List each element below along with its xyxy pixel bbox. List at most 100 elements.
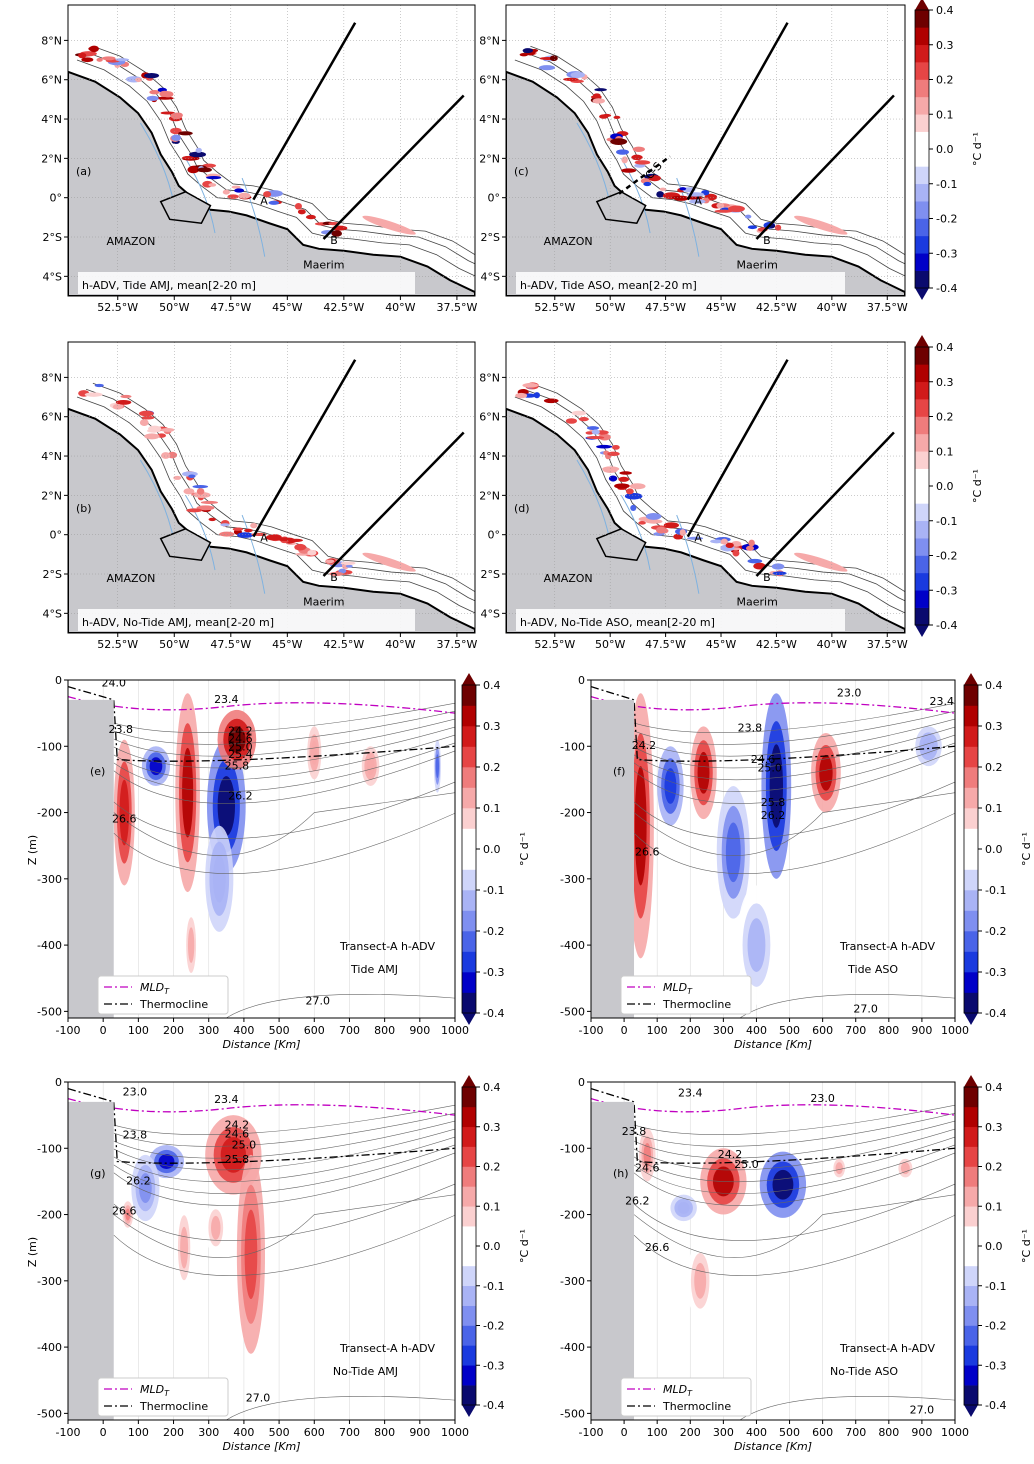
- isopycnal: [633, 1214, 955, 1276]
- colorbar-extend: [915, 288, 929, 300]
- heat-patch: [171, 134, 181, 141]
- colorbar-bin: [964, 1265, 978, 1287]
- colorbar-tick-label: 0.0: [936, 143, 954, 156]
- transect-content: 23.023.423.824.224.625.025.826.226.627.0…: [68, 1082, 455, 1420]
- colorbar-bin: [915, 131, 929, 150]
- heat-patch: [89, 45, 99, 53]
- frame: [590, 1081, 956, 1421]
- colorbar-tick-label: 0.4: [936, 4, 954, 17]
- marajo: [595, 190, 647, 225]
- heat-patch: [187, 166, 200, 174]
- heat-patch: [659, 187, 667, 191]
- colorbar-bin: [462, 685, 476, 706]
- heat-patch: [212, 854, 226, 903]
- heat-patch: [115, 399, 132, 405]
- frame: [505, 4, 906, 297]
- colorbar-bin: [915, 607, 929, 626]
- y-tick-label: -400: [37, 939, 62, 952]
- heat-patch: [195, 147, 202, 153]
- isopycnal: [113, 1136, 455, 1183]
- legend-box: [97, 975, 229, 1015]
- y-tick-label: 6°N: [41, 74, 62, 87]
- panel-tag: (e): [90, 765, 105, 778]
- x-tick-label: 1000: [441, 1024, 469, 1037]
- colorbar-bin: [964, 746, 978, 768]
- marajo: [159, 190, 212, 225]
- x-tick-label: 100: [128, 1426, 149, 1439]
- transect-label: B: [330, 234, 338, 247]
- thermocline-line: [68, 686, 455, 762]
- heat-patch: [607, 451, 620, 457]
- panel-tag: (g): [90, 1167, 106, 1180]
- y-tick-label: 0°: [488, 192, 501, 205]
- legend-label-sub: T: [164, 987, 170, 996]
- colorbar-tick-label: -0.3: [483, 1359, 504, 1372]
- panel-title: No-Tide AMJ: [333, 1365, 398, 1378]
- colorbar-tick-label: 0.1: [936, 108, 954, 121]
- x-tick-label: 40°W: [817, 301, 847, 314]
- colorbar-tick-label: -0.4: [483, 1399, 504, 1412]
- heat-patch: [217, 776, 236, 836]
- colorbar-bin: [462, 1285, 476, 1306]
- transect-content: 23.023.423.824.224.625.025.826.226.627.0…: [591, 680, 955, 1018]
- colorbar-extend: [964, 673, 978, 685]
- colorbar-bin: [462, 1126, 476, 1147]
- heat-patch: [638, 521, 646, 525]
- x-tick-label: 300: [198, 1024, 219, 1037]
- heat-patch: [244, 528, 253, 533]
- heat-patch: [664, 768, 677, 804]
- heat-patch: [435, 754, 439, 779]
- colorbar-bin: [915, 270, 929, 289]
- legend-label-sub: T: [164, 1389, 170, 1398]
- contour-label: 26.6: [635, 846, 660, 859]
- x-tick-label: 700: [339, 1426, 360, 1439]
- x-tick-label: 42.5°W: [756, 638, 797, 651]
- heat-patch: [725, 542, 734, 549]
- panel-title: h-ADV, No-Tide AMJ, mean[2-20 m]: [82, 616, 274, 629]
- heat-patch: [307, 549, 317, 556]
- x-tick-label: 200: [163, 1024, 184, 1037]
- isopycnal: [633, 742, 955, 792]
- colorbar-tick-label: 0.1: [483, 802, 501, 815]
- colorbar-label: °C d⁻¹: [518, 832, 531, 866]
- x-tick-label: 200: [163, 1426, 184, 1439]
- panel-title: Transect-A h-ADV: [339, 1342, 435, 1355]
- colorbar-tick-label: -0.1: [483, 1280, 504, 1293]
- heat-patch: [120, 394, 132, 399]
- isopycnal: [633, 726, 955, 769]
- heat-patch: [745, 545, 755, 551]
- x-tick-label: 52.5°W: [534, 638, 575, 651]
- x-tick-label: 800: [374, 1426, 395, 1439]
- heat-patch: [139, 1173, 152, 1203]
- heat-patch: [234, 188, 245, 193]
- frame: [67, 679, 456, 1019]
- heat-patch: [643, 181, 652, 187]
- marajo: [159, 527, 212, 562]
- x-tick-label: 500: [269, 1024, 290, 1037]
- place-label: AMAZON: [544, 235, 593, 248]
- heat-patch: [679, 529, 686, 536]
- contour-label: 25.8: [225, 759, 250, 772]
- isopycnal: [113, 1128, 455, 1171]
- heat-patch: [621, 168, 637, 173]
- colorbar-bin: [462, 931, 476, 952]
- isopycnal: [113, 734, 455, 781]
- y-tick-label: 4°S: [481, 607, 500, 620]
- contour-label: 23.8: [123, 1128, 148, 1141]
- heat-patch: [148, 425, 162, 432]
- x-tick-label: 600: [812, 1426, 833, 1439]
- heat-patch: [619, 471, 632, 475]
- colorbar-tick-label: -0.1: [936, 515, 957, 528]
- contour-label: 23.4: [930, 695, 955, 708]
- heat-patch: [714, 209, 733, 213]
- isopycnal: [113, 1104, 455, 1136]
- isopycnal: [226, 1396, 455, 1420]
- contour-label: 25.4: [228, 748, 253, 761]
- legend-label: Thermocline: [662, 998, 731, 1011]
- heat-patch: [186, 508, 203, 513]
- isopycnal: [113, 1144, 455, 1194]
- land: [506, 407, 905, 633]
- y-tick-label: 8°N: [479, 371, 500, 384]
- contour-label: 23.4: [214, 693, 239, 706]
- heat-patch: [602, 113, 612, 117]
